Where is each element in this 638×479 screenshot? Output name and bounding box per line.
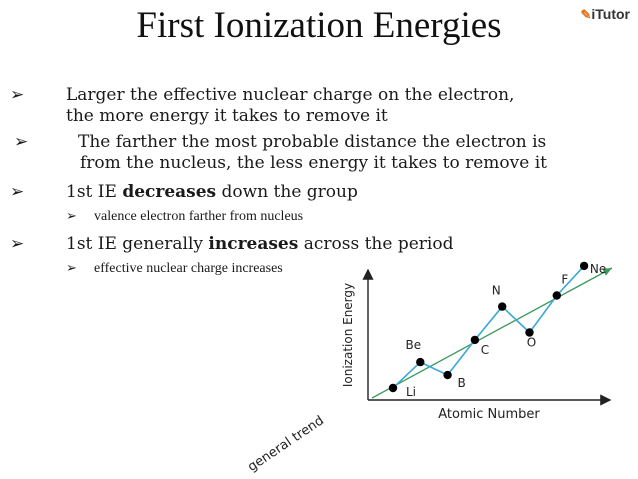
data-label-ne: Ne — [590, 262, 606, 276]
trend-label: general trend — [245, 413, 327, 475]
logo-mark-icon: ✎ — [580, 7, 592, 22]
bullet-item: ➢ The farther the most probable distance… — [14, 132, 579, 153]
data-point-be — [416, 357, 425, 367]
arrow-bullet-icon: ➢ — [14, 132, 29, 152]
bullet-emphasis: increases — [208, 234, 299, 254]
bullet-text-continuation: the more energy it takes to remove it — [66, 106, 388, 126]
bullet-text-line: The farther the most probable distance t… — [78, 132, 547, 152]
itutor-logo: ✎iTutor — [580, 6, 630, 23]
data-point-ne — [579, 261, 589, 271]
sub-bullet-text: effective nuclear charge increases — [94, 261, 283, 276]
sub-bullet-text: valence electron farther from nucleus — [94, 209, 304, 224]
sub-bullet-item: ➢ effective nuclear charge increases — [66, 260, 283, 278]
bullet-item: ➢ 1st IE decreases down the group — [10, 182, 358, 203]
data-point-n — [498, 302, 507, 311]
data-label-n: N — [492, 284, 501, 298]
data-label-f: F — [561, 273, 568, 287]
y-axis-label: Ionization Energy — [341, 283, 355, 387]
data-label-o: O — [527, 336, 536, 350]
logo-text: iTutor — [591, 6, 630, 22]
bullet-text: across the period — [298, 234, 454, 254]
sub-bullet-item: ➢ valence electron farther from nucleus — [66, 208, 303, 226]
ionization-series-line — [392, 265, 585, 389]
arrow-bullet-icon: ➢ — [66, 209, 77, 224]
data-point-f — [552, 291, 561, 300]
data-label-b: B — [457, 376, 465, 390]
bullet-emphasis: decreases — [122, 182, 217, 202]
arrow-bullet-icon: ➢ — [66, 261, 77, 276]
data-point-o — [525, 328, 534, 337]
bullet-item: ➢ 1st IE generally increases across the … — [10, 234, 453, 255]
data-point-li — [388, 383, 398, 393]
bullet-text: 1st IE — [66, 182, 123, 202]
bullet-text: 1st IE generally — [66, 234, 209, 254]
page-title: First Ionization Energies — [136, 5, 502, 46]
arrow-bullet-icon: ➢ — [10, 182, 25, 202]
data-point-c — [470, 335, 480, 345]
bullet-text-line: Larger the effective nuclear charge on t… — [66, 85, 515, 105]
data-label-c: C — [481, 343, 489, 357]
arrow-bullet-icon: ➢ — [10, 85, 25, 105]
trend-line — [371, 267, 613, 399]
data-point-b — [443, 370, 452, 380]
data-label-be: Be — [405, 338, 421, 352]
x-axis-label: Atomic Number — [438, 407, 540, 422]
bullet-text-continuation: from the nucleus, the less energy it tak… — [80, 153, 547, 173]
bullet-text: down the group — [216, 182, 358, 202]
arrow-bullet-icon: ➢ — [10, 234, 25, 254]
data-label-li: Li — [406, 385, 416, 399]
bullet-item: ➢ Larger the effective nuclear charge on… — [10, 85, 578, 106]
